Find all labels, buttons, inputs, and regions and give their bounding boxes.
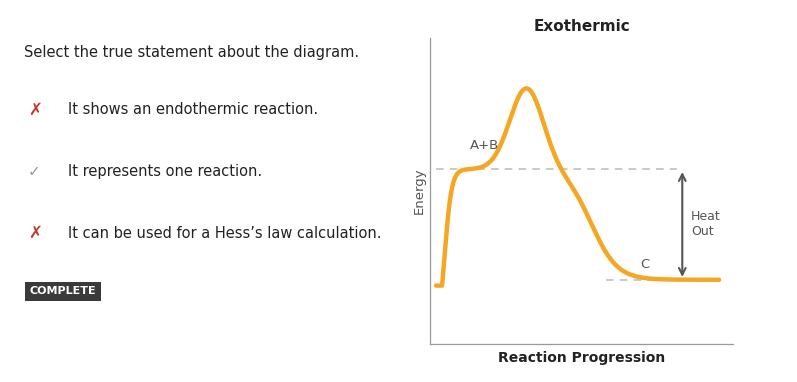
X-axis label: Reaction Progression: Reaction Progression <box>498 351 665 365</box>
Text: It can be used for a Hess’s law calculation.: It can be used for a Hess’s law calculat… <box>68 226 381 241</box>
Text: ✗: ✗ <box>28 224 41 242</box>
Text: Select the true statement about the diagram.: Select the true statement about the diag… <box>24 44 359 60</box>
Text: C: C <box>640 258 649 271</box>
Text: ✗: ✗ <box>28 101 41 119</box>
Text: It represents one reaction.: It represents one reaction. <box>68 164 262 179</box>
Text: A+B: A+B <box>470 139 499 152</box>
Text: COMPLETE: COMPLETE <box>30 286 96 296</box>
Title: Exothermic: Exothermic <box>533 19 630 34</box>
Y-axis label: Energy: Energy <box>413 168 426 214</box>
Text: ✓: ✓ <box>28 164 41 179</box>
Text: Heat
Out: Heat Out <box>691 210 720 238</box>
Text: It shows an endothermic reaction.: It shows an endothermic reaction. <box>68 102 318 117</box>
